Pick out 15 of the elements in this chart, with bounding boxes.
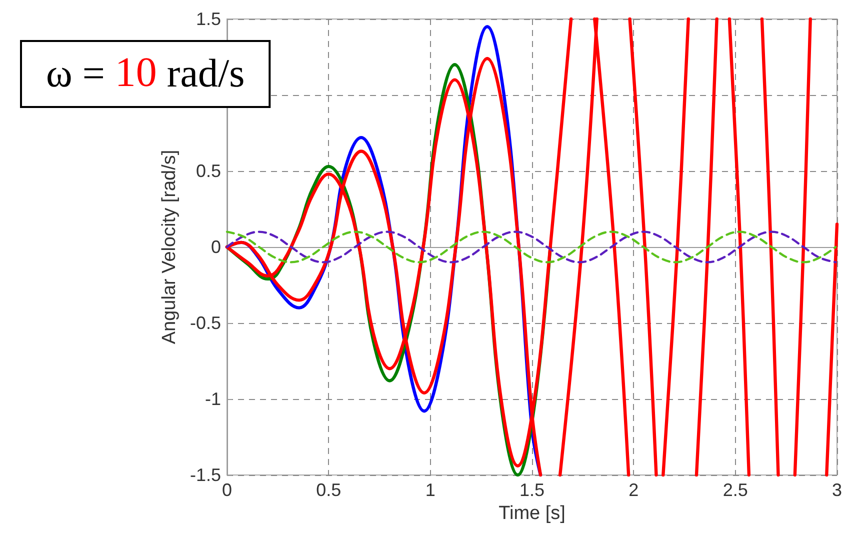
y-tick-label: -0.5 [190,313,221,333]
y-tick-label: 0.5 [196,161,221,181]
y-tick-label: 0 [210,237,221,257]
y-tick-label: 1.5 [196,9,221,29]
x-tick-label: 1.5 [519,480,545,500]
x-tick-label: 2 [628,480,639,500]
y-tick-label: -1.5 [190,465,221,485]
x-tick-label: 2.5 [722,480,748,500]
x-tick-label: 1 [425,480,436,500]
x-tick-label: 0.5 [316,480,342,500]
y-tick-label: -1 [204,389,221,409]
y-axis-title: Angular Velocity [rad/s] [159,150,180,344]
x-axis-title: Time [s] [498,502,566,524]
x-tick-label: 3 [832,480,842,500]
annotation: ω = 10 rad/s [46,50,245,96]
